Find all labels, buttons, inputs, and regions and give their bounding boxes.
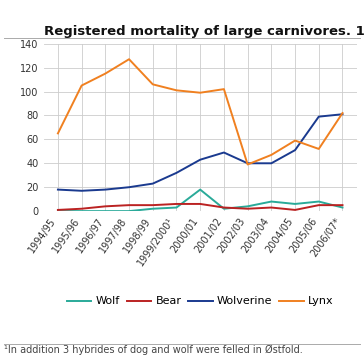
Wolf [174, 205, 179, 210]
Bear [340, 203, 345, 207]
Wolverine [127, 185, 131, 189]
Lynx [222, 87, 226, 91]
Wolverine [56, 187, 60, 192]
Lynx [293, 138, 297, 143]
Line: Bear: Bear [58, 204, 343, 210]
Wolverine [79, 189, 84, 193]
Wolverine [293, 148, 297, 152]
Wolf [56, 209, 60, 213]
Lynx [79, 83, 84, 88]
Bear [222, 205, 226, 210]
Lynx [151, 82, 155, 87]
Lynx [269, 153, 273, 157]
Wolverine [151, 181, 155, 186]
Bear [317, 203, 321, 207]
Lynx [317, 147, 321, 151]
Lynx [127, 57, 131, 62]
Lynx [174, 88, 179, 92]
Wolverine [174, 171, 179, 175]
Line: Wolf: Wolf [58, 190, 343, 211]
Bear [293, 208, 297, 212]
Wolf [222, 206, 226, 211]
Bear [103, 204, 107, 209]
Bear [127, 203, 131, 207]
Wolf [127, 209, 131, 213]
Wolverine [245, 161, 250, 166]
Text: ¹In addition 3 hybrides of dog and wolf were felled in Østfold.: ¹In addition 3 hybrides of dog and wolf … [4, 345, 302, 355]
Lynx [56, 131, 60, 135]
Line: Lynx: Lynx [58, 59, 343, 165]
Line: Wolverine: Wolverine [58, 114, 343, 191]
Wolf [198, 187, 202, 192]
Lynx [245, 162, 250, 167]
Wolverine [222, 150, 226, 155]
Bear [174, 202, 179, 206]
Text: Registered mortality of large carnivores. 1994/95-2006/07*: Registered mortality of large carnivores… [44, 25, 364, 38]
Wolf [269, 199, 273, 204]
Bear [79, 206, 84, 211]
Wolf [103, 209, 107, 213]
Wolverine [198, 158, 202, 162]
Wolf [293, 202, 297, 206]
Bear [198, 202, 202, 206]
Lynx [340, 111, 345, 115]
Wolf [151, 206, 155, 211]
Bear [56, 208, 60, 212]
Wolverine [269, 161, 273, 166]
Wolf [317, 199, 321, 204]
Wolverine [317, 114, 321, 119]
Bear [269, 205, 273, 210]
Bear [245, 206, 250, 211]
Wolf [79, 209, 84, 213]
Wolf [340, 205, 345, 210]
Lynx [198, 91, 202, 95]
Wolverine [340, 112, 345, 116]
Bear [151, 203, 155, 207]
Wolverine [103, 187, 107, 192]
Wolf [245, 204, 250, 209]
Legend: Wolf, Bear, Wolverine, Lynx: Wolf, Bear, Wolverine, Lynx [62, 292, 338, 311]
Lynx [103, 71, 107, 76]
